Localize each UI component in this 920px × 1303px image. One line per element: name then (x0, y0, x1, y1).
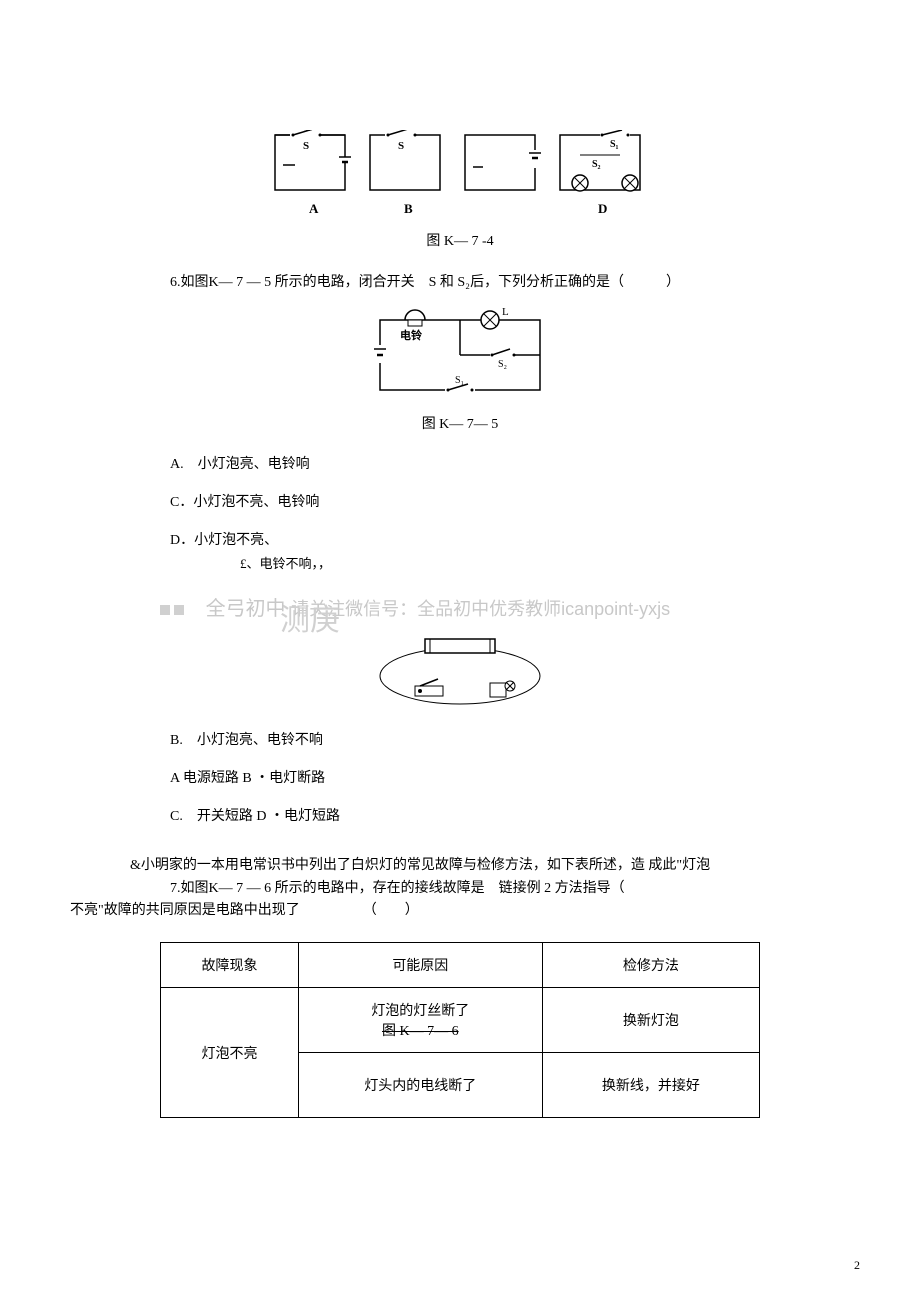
overlap-line1: &小明家的一本用电常识书中列出了白炽灯的常见故障与检修方法，如下表所述，造 成此… (130, 855, 860, 877)
fault-table: 故障现象 可能原因 检修方法 灯泡不亮 灯泡的灯丝断了 图 K— 7— 6 换新… (160, 942, 760, 1118)
overlapping-text: &小明家的一本用电常识书中列出了白炽灯的常见故障与检修方法，如下表所述，造 成此… (130, 855, 860, 922)
overlap-line3: 不亮"故障的共同原因是电路中出现了 （ ） (70, 900, 860, 922)
bulb-l-label: L (502, 306, 509, 318)
banner-prefix: 全弓初中 (206, 598, 286, 620)
line-ab: A 电源短路 B ・电灯断路 (170, 767, 840, 787)
figure-k7-5: 电铃 L S₂ S₁ 图 K— 7— 5 (40, 305, 880, 433)
wechat-banner: 全弓初中 请关注微信号：全品初中优秀教师icanpoint-yxjs (160, 592, 880, 621)
label-d: D (598, 201, 607, 216)
circuit-row-svg: S A S B (270, 130, 650, 220)
svg-text:S₁: S₁ (610, 139, 619, 150)
th-fix: 检修方法 (542, 943, 759, 988)
bell-label: 电铃 (400, 328, 422, 342)
figure-k7-6 (40, 631, 880, 711)
s1-label: S₁ (455, 375, 464, 386)
th-phenomenon: 故障现象 (161, 943, 299, 988)
q6-option-c: C．小灯泡不亮、电铃响 (170, 491, 840, 511)
q6-option-a: A. 小灯泡亮、电铃响 (170, 453, 840, 473)
cell-fix2: 换新线，并接好 (542, 1053, 759, 1118)
fig5-caption: 图 K— 7— 5 (40, 413, 880, 433)
svg-text:S: S (398, 140, 404, 152)
q6-option-d2: £、电铃不响，， (240, 553, 880, 572)
watermark-text: 测庚 (280, 595, 340, 639)
cell-cause2: 灯头内的电线断了 (298, 1053, 542, 1118)
q-option-b: B. 小灯泡亮、电铃不响 (170, 729, 840, 749)
label-b: B (404, 201, 413, 216)
label-a: A (309, 201, 319, 216)
q6-option-d: D．小灯泡不亮、 (170, 529, 840, 549)
th-cause: 可能原因 (298, 943, 542, 988)
s2-label: S₂ (498, 359, 507, 370)
overlap-line2: 7.如图K— 7 — 6 所示的电路中，存在的接线故障是 链接例 2 方法指导（ (170, 878, 860, 900)
fig6-caption-inline: 图 K— 7— 6 (382, 1024, 459, 1039)
cell-cause1: 灯泡的灯丝断了 图 K— 7— 6 (298, 988, 542, 1053)
page-number: 2 (854, 1258, 860, 1273)
cell-phenomenon: 灯泡不亮 (161, 988, 299, 1118)
cell-fix1: 换新灯泡 (542, 988, 759, 1053)
figure-k7-4: S A S B (40, 130, 880, 220)
line-cd: C. 开关短路 D ・电灯短路 (170, 805, 840, 825)
fig4-caption: 图 K— 7 -4 (40, 230, 880, 250)
switch-s-label: S (303, 140, 309, 152)
question-6-text: 6.如图K— 7 — 5 所示的电路，闭合开关 S 和 S₂后，下列分析正确的是… (170, 270, 840, 295)
svg-text:S₂: S₂ (592, 159, 601, 170)
banner-text: 请关注微信号：全品初中优秀教师icanpoint-yxjs (291, 599, 670, 619)
